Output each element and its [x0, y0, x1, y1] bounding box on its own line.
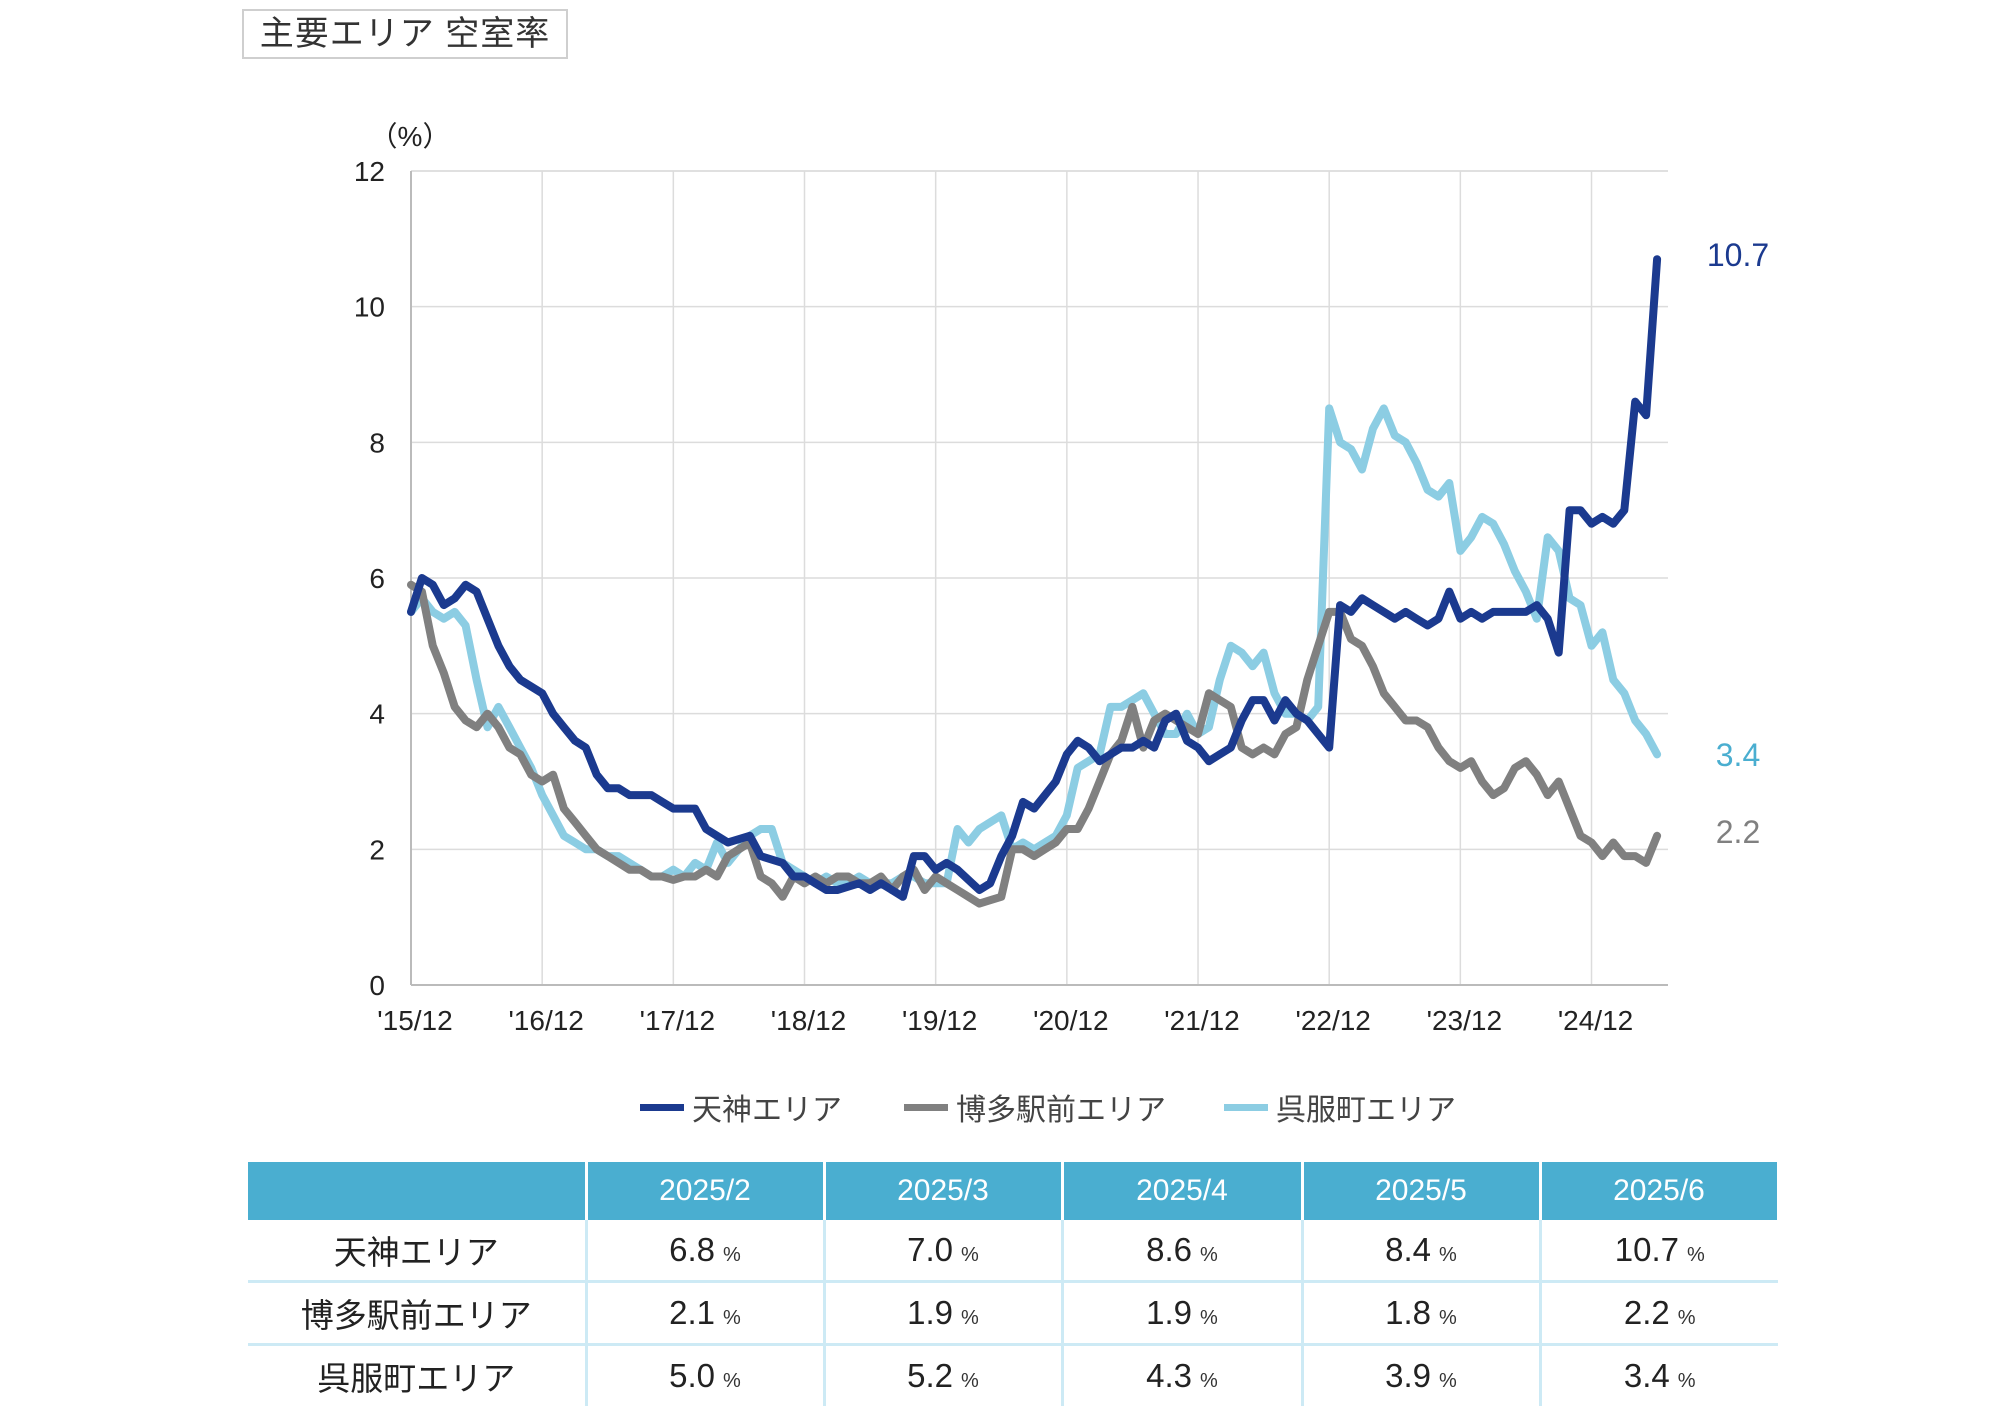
cell-value: 3.9 — [1385, 1357, 1432, 1394]
cell-unit: % — [1439, 1244, 1457, 1266]
y-tick-label: 4 — [369, 699, 385, 730]
cell-unit: % — [1200, 1370, 1218, 1392]
cell-value: 7.0 — [907, 1231, 954, 1268]
table-column-header: 2025/5 — [1300, 1162, 1542, 1220]
table-header-row: 2025/2 2025/3 2025/4 2025/5 2025/6 — [248, 1162, 1780, 1220]
table-cell: 5.0% — [584, 1344, 824, 1406]
table-cell: 3.9% — [1300, 1344, 1540, 1406]
y-tick-label: 10 — [354, 292, 385, 323]
table-row-label: 呉服町エリア — [317, 1360, 516, 1397]
table-column-header: 2025/2 — [584, 1162, 826, 1220]
table-cell: 7.0% — [822, 1220, 1062, 1283]
legend-swatch — [1224, 1103, 1268, 1111]
table-cell: 4.3% — [1060, 1344, 1302, 1406]
table-corner — [248, 1162, 588, 1220]
legend-item: 博多駅前エリア — [904, 1082, 1166, 1132]
table-row: 博多駅前エリア 2.1% 1.9% 1.9% 1.8% 2.2% — [248, 1281, 1778, 1346]
x-tick-label: '20/12 — [1033, 1005, 1108, 1036]
cell-unit: % — [1439, 1307, 1457, 1329]
cell-unit: % — [961, 1370, 979, 1392]
cell-unit: % — [1439, 1370, 1457, 1392]
y-tick-label: 12 — [354, 156, 385, 187]
cell-value: 6.8 — [669, 1231, 716, 1268]
x-tick-label: '22/12 — [1295, 1005, 1370, 1036]
legend-swatch — [904, 1103, 948, 1111]
cell-unit: % — [723, 1244, 741, 1266]
y-tick-label: 8 — [369, 427, 385, 458]
cell-value: 3.4 — [1623, 1357, 1670, 1394]
y-axis-label: （%） — [370, 121, 451, 152]
cell-value: 1.9 — [1146, 1294, 1193, 1331]
x-tick-label: '18/12 — [771, 1005, 846, 1036]
line-chart: 0 2 4 6 8 10 12 （%） '15/12 '16/12 '17/12 '18/12 '19/… — [354, 121, 1769, 1036]
end-value-label: 3.4 — [1716, 737, 1760, 773]
table-cell: 6.8% — [584, 1220, 824, 1283]
end-value-label: 2.2 — [1716, 814, 1760, 850]
table-cell: 2.1% — [584, 1281, 824, 1346]
series-line-tenjin — [407, 255, 1662, 901]
legend-item: 天神エリア — [640, 1082, 842, 1132]
cell-unit: % — [723, 1307, 741, 1329]
table-row: 呉服町エリア 5.0% 5.2% 4.3% 3.9% 3.4% — [248, 1344, 1778, 1406]
cell-value: 8.4 — [1385, 1231, 1432, 1268]
y-tick-label: 6 — [369, 563, 385, 594]
legend-swatch — [640, 1103, 684, 1111]
y-tick-label: 0 — [369, 970, 385, 1001]
vacancy-table: 2025/2 2025/3 2025/4 2025/5 2025/6 天神エリア 6.8%… — [248, 1162, 1780, 1406]
legend-label: 博多駅前エリア — [956, 1094, 1166, 1127]
end-value-label: 10.7 — [1707, 237, 1769, 273]
table-cell: 1.9% — [822, 1281, 1062, 1346]
table-cell: 1.8% — [1300, 1281, 1540, 1346]
cell-unit: % — [961, 1307, 979, 1329]
cell-value: 10.7 — [1614, 1231, 1679, 1268]
table-cell: 10.7% — [1538, 1220, 1778, 1283]
cell-value: 5.0 — [669, 1357, 716, 1394]
cell-unit: % — [1677, 1370, 1696, 1392]
table-column-header: 2025/4 — [1060, 1162, 1304, 1220]
cell-value: 5.2 — [907, 1357, 954, 1394]
cell-unit: % — [1200, 1307, 1218, 1329]
cell-unit: % — [961, 1244, 979, 1266]
cell-value: 1.8 — [1385, 1294, 1432, 1331]
series-line-gofukumachi — [407, 404, 1662, 888]
x-tick-label: '21/12 — [1164, 1005, 1239, 1036]
x-tick-label: '24/12 — [1558, 1005, 1633, 1036]
table-column-header: 2025/3 — [822, 1162, 1064, 1220]
table-row: 天神エリア 6.8% 7.0% 8.6% 8.4% 10.7% — [248, 1220, 1778, 1283]
table-column-header: 2025/6 — [1538, 1162, 1780, 1220]
y-tick-label: 2 — [369, 834, 385, 865]
table-row-label: 天神エリア — [248, 1220, 586, 1283]
x-tick-label: '16/12 — [508, 1005, 583, 1036]
cell-value: 2.2 — [1623, 1294, 1670, 1331]
series-line-hakata — [407, 580, 1662, 908]
chart-title: 主要エリア 空室率 — [242, 9, 568, 59]
cell-value: 8.6 — [1146, 1231, 1193, 1268]
table-cell: 1.9% — [1060, 1281, 1302, 1346]
table-cell: 8.4% — [1300, 1220, 1540, 1283]
cell-unit: % — [1200, 1244, 1218, 1266]
cell-unit: % — [1677, 1307, 1696, 1329]
cell-unit: % — [1686, 1244, 1705, 1266]
cell-value: 4.3 — [1146, 1357, 1193, 1394]
table-cell: 2.2% — [1538, 1281, 1778, 1346]
table-cell: 3.4% — [1538, 1344, 1778, 1406]
legend-label: 呉服町エリア — [1276, 1094, 1456, 1127]
table-cell: 5.2% — [822, 1344, 1062, 1406]
cell-unit: % — [723, 1370, 741, 1392]
x-tick-label: '19/12 — [902, 1005, 977, 1036]
table-cell: 8.6% — [1060, 1220, 1302, 1283]
cell-value: 2.1 — [669, 1294, 716, 1331]
x-tick-label: '17/12 — [640, 1005, 715, 1036]
x-tick-label: '15/12 — [377, 1005, 452, 1036]
table-row-label: 博多駅前エリア — [248, 1281, 586, 1346]
x-tick-label: '23/12 — [1427, 1005, 1502, 1036]
legend-item: 呉服町エリア — [1224, 1082, 1456, 1132]
legend: 天神エリア 博多駅前エリア 呉服町エリア — [0, 1082, 2000, 1132]
cell-value: 1.9 — [907, 1294, 954, 1331]
legend-label: 天神エリア — [692, 1094, 842, 1127]
